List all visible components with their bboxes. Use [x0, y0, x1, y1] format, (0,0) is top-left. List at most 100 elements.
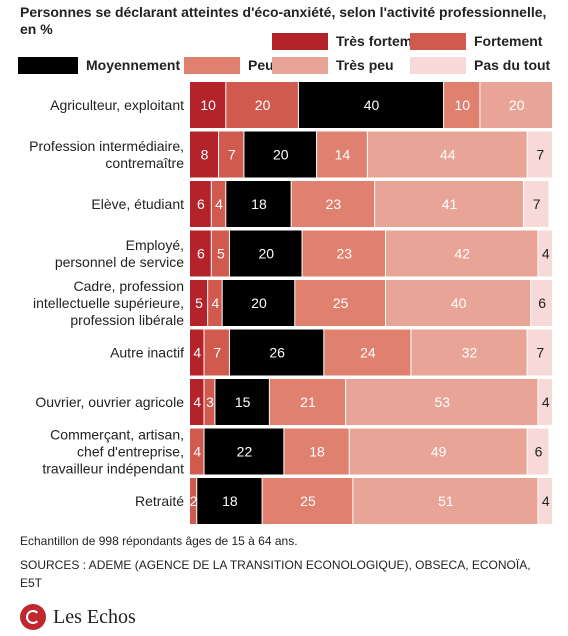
data-label: 40: [451, 295, 467, 311]
bar-segment: [317, 131, 367, 178]
bar-segment: [190, 379, 204, 425]
bar-segment: [190, 131, 219, 178]
les-echos-logo-icon: [20, 604, 46, 630]
les-echos-logo: Les Echos: [20, 604, 136, 630]
bar-segment: [269, 379, 346, 425]
bar-segment: [219, 131, 244, 178]
data-label: 6: [538, 295, 546, 311]
bar-segment: [211, 230, 229, 277]
data-label: 41: [442, 196, 458, 212]
legend-swatch: [184, 56, 240, 74]
data-label: 6: [197, 196, 205, 212]
bar-segment: [190, 329, 204, 376]
sources: SOURCES : ADEME (AGENCE DE LA TRANSITION…: [20, 558, 531, 590]
data-label: 4: [212, 295, 220, 311]
category-label: Cadre, profession intellectuelle supérieu…: [33, 278, 184, 328]
bar-segment: [527, 329, 552, 376]
category-label: Elève, étudiant: [91, 196, 184, 212]
stacked-bar-chart: Agriculteur, exploitant 10 20 40 10 20 Profess…: [29, 82, 552, 524]
data-label: 25: [300, 493, 316, 509]
data-label: 23: [326, 196, 342, 212]
bar-segment: [527, 428, 549, 475]
data-label: 7: [536, 345, 544, 361]
data-label: 6: [535, 444, 543, 460]
bar-segment: [226, 82, 298, 128]
data-label: 14: [335, 147, 351, 163]
bar-segment: [229, 329, 324, 376]
legend-item-tres-peu: Très peu: [272, 56, 394, 74]
legend-swatch: [272, 32, 328, 50]
bar-segment: [531, 280, 552, 326]
data-label: 4: [542, 493, 550, 509]
logo-text: Les Echos: [53, 605, 136, 628]
data-label: 7: [213, 345, 221, 361]
bar-segment: [444, 82, 480, 128]
data-label: 20: [251, 295, 267, 311]
data-label: 4: [193, 444, 201, 460]
data-label: 20: [258, 246, 274, 262]
legend-swatch: [18, 56, 78, 74]
bar-segment: [284, 428, 349, 475]
bar-segment: [262, 478, 353, 524]
data-label: 24: [360, 345, 376, 361]
bar-segment: [204, 329, 229, 376]
bar-segment: [190, 280, 208, 326]
category-label: Commerçant, artisan, chef d'entreprise, tr…: [42, 427, 184, 477]
bar-segment: [190, 428, 204, 475]
bar-segment: [349, 428, 527, 475]
data-label: 18: [309, 444, 325, 460]
bar-segment: [375, 181, 523, 227]
data-label: 21: [300, 394, 316, 410]
data-label: 2: [190, 493, 198, 509]
data-label: 7: [533, 196, 541, 212]
bar-segment: [204, 428, 284, 475]
bar-segment: [367, 131, 527, 178]
data-label: 4: [542, 394, 550, 410]
data-label: 25: [333, 295, 349, 311]
data-label: 5: [195, 295, 203, 311]
data-label: 20: [273, 147, 289, 163]
legend-label: Fortement: [474, 33, 543, 49]
bar-segment: [190, 82, 226, 128]
data-label: 15: [235, 394, 251, 410]
bar-segment: [222, 280, 295, 326]
bar-segment: [411, 329, 527, 376]
bar-segment: [538, 478, 552, 524]
bar-segment: [244, 131, 317, 178]
data-label: 3: [206, 394, 214, 410]
data-label: 4: [542, 246, 550, 262]
legend-item-peu: Peu: [184, 56, 274, 74]
data-label: 10: [200, 97, 216, 113]
data-label: 6: [197, 246, 205, 262]
category-label: Ouvrier, ouvrier agricole: [35, 394, 184, 410]
bar-segment: [353, 478, 538, 524]
data-label: 8: [201, 147, 209, 163]
legend-label: Pas du tout: [474, 57, 551, 73]
bar-segment: [229, 230, 302, 277]
bar-segment: [295, 280, 386, 326]
data-label: 22: [237, 444, 253, 460]
bar-segment: [538, 379, 552, 425]
data-label: 40: [364, 97, 380, 113]
data-label: 53: [434, 394, 450, 410]
footnote: Echantillon de 998 répondants âges de 15…: [20, 534, 298, 548]
category-label: Profession intermédiaire, contremaître: [29, 138, 184, 171]
bar-segment: [298, 82, 444, 128]
bar-segment: [211, 181, 226, 227]
data-label: 20: [255, 97, 271, 113]
data-label: 49: [431, 444, 447, 460]
legend-swatch: [410, 56, 466, 74]
bar-segment: [190, 181, 211, 227]
bar-segment: [527, 131, 552, 178]
data-label: 42: [454, 246, 470, 262]
legend-item-moyennement: Moyennement: [18, 56, 180, 74]
data-label: 32: [462, 345, 478, 361]
data-label: 5: [217, 246, 225, 262]
legend-swatch: [410, 32, 466, 50]
category-label: Autre inactif: [110, 345, 184, 361]
data-label: 26: [269, 345, 285, 361]
data-label: 10: [454, 97, 470, 113]
bar-segment: [523, 181, 549, 227]
legend-item-fortement: Fortement: [410, 32, 542, 50]
data-label: 4: [193, 345, 201, 361]
